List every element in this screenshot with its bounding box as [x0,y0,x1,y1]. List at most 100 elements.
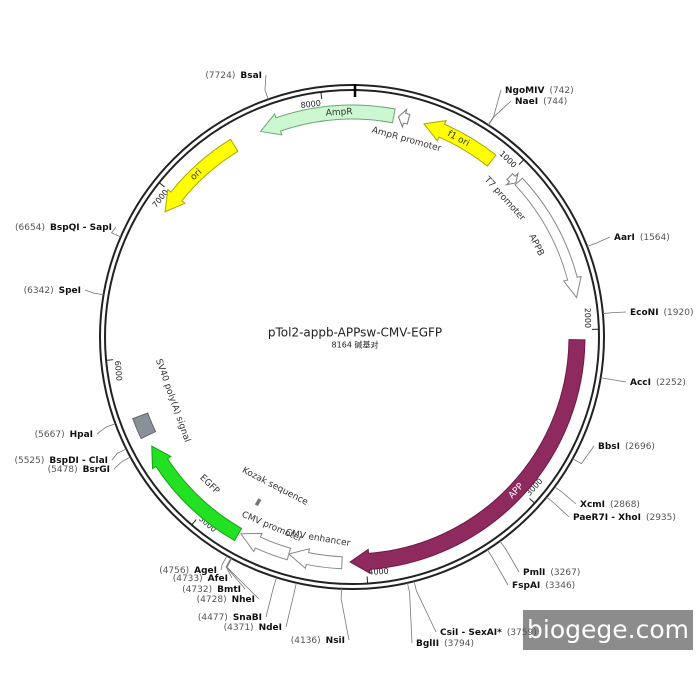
site-position: (4756) [159,566,189,576]
site-label: (5525) BspDI - ClaI [14,456,108,466]
leader-line [285,582,297,628]
site-name: AgeI [194,566,217,576]
site-name: BspQI - SapI [50,223,112,233]
site-position: (4477) [198,613,228,623]
site-label: (4728) NheI [197,595,255,605]
site-position: (3759) [507,628,537,638]
site-name: SpeI [59,286,81,296]
site-position: (3267) [550,568,580,578]
site-position: (3346) [545,581,575,591]
site-label: FspAI (3346) [512,581,575,591]
site-name: PmlI [523,568,545,578]
leader-line [499,540,520,573]
site-name: NdeI [259,623,282,633]
tick-mark [191,519,197,526]
site-position: (2252) [656,378,686,388]
site-label: NgoMIV (742) [505,86,574,96]
site-label: (6342) SpeI [24,286,81,296]
site-name: NheI [232,595,255,605]
site-position: (5667) [35,430,65,440]
site-position: (1564) [640,233,670,243]
site-name: AfeI [208,574,228,584]
site-position: (4371) [224,623,254,633]
site-position: (2696) [625,442,655,452]
tick-mark [320,91,323,99]
leader-line [546,496,570,518]
feature-arrow [254,498,262,507]
site-label: NaeI (744) [515,97,567,107]
leader-line [110,226,121,238]
site-name: EcoNI [630,308,659,318]
site-position: (4136) [291,636,321,646]
site-label: (4136) NsiI [291,636,345,646]
site-label: (4371) NdeI [224,623,282,633]
site-name: AccI [630,378,651,388]
site-position: (3794) [444,639,474,649]
site-name: BspDI - ClaI [49,456,108,466]
site-label: EcoNI (1920) [630,308,693,318]
site-label: PmlI (3267) [523,568,580,578]
leader-line [488,100,512,126]
watermark: biogege.com [527,615,689,644]
site-name: BmtI [217,585,241,595]
site-position: (6654) [15,223,45,233]
site-label: (4477) SnaBI [198,613,262,623]
site-name: NsiI [326,636,345,646]
site-position: (2935) [646,513,676,523]
site-name: XcmI [580,500,605,510]
site-name: FspAI [512,581,540,591]
site-position: (2868) [610,500,640,510]
tick-mark [518,159,525,165]
site-label: (4732) BmtI [182,585,241,595]
tick-mark [529,498,536,504]
leader-line [572,445,595,465]
feature-arrow [259,104,396,136]
site-name: BsaI [240,71,262,81]
tick-label: 8000 [300,99,321,110]
site-label: AarI (1564) [614,233,670,243]
site-name: HpaI [70,430,93,440]
site-label: (5478) BsrGI [48,465,110,475]
leader-line [265,577,277,618]
site-name: NaeI [515,97,538,107]
feature-arrow [151,445,243,542]
tick-label: 2000 [583,308,593,329]
site-position: (5525) [14,456,44,466]
site-label: BglII (3794) [416,639,474,649]
site-label: (6654) BspQI - SapI [15,223,112,233]
site-label: XcmI (2868) [580,500,640,510]
site-name: AarI [614,233,635,243]
feature-arrow [514,177,582,299]
feature-arrow [505,171,519,186]
site-label: (7724) BsaI [205,71,262,81]
feature-arrow [397,108,411,129]
site-label: (4733) AfeI [173,574,228,584]
leader-line [587,236,611,247]
leader-line [413,581,437,633]
leader-line [407,582,413,644]
leader-line [225,557,233,579]
feature-label: AmpR [326,107,353,119]
site-position: (4728) [197,595,227,605]
site-position: (742) [549,86,573,96]
leader-line [486,549,509,586]
tick-label: 4000 [368,567,389,577]
site-position: (7724) [205,71,235,81]
leader-line [111,448,127,461]
backbone-outer [99,84,605,590]
site-label: AccI (2252) [630,378,686,388]
site-name: BsrGI [83,465,110,475]
site-position: (744) [543,97,567,107]
leader-line [554,486,577,505]
site-position: (1920) [664,308,694,318]
tick-mark [158,182,165,188]
feature-arrow [423,119,497,167]
leader-line [600,377,627,383]
plasmid-length: 8164 碱基对 [332,340,379,350]
site-label: CsiI - SexAI* (3759) [440,628,537,638]
site-name: PaeR7I - XhoI [573,513,641,523]
tick-mark [106,359,114,361]
site-name: BbsI [598,442,620,452]
site-label: (5667) HpaI [35,430,93,440]
